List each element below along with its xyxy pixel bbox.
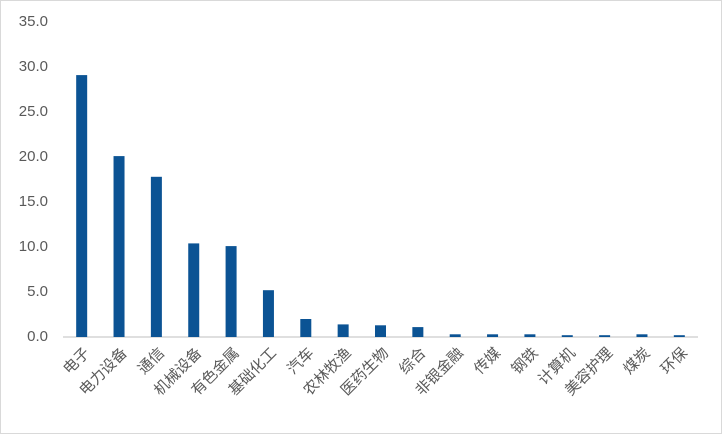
bar <box>337 324 349 337</box>
bar <box>300 319 312 337</box>
bar <box>150 176 162 337</box>
bar <box>225 246 237 337</box>
bar <box>449 334 461 337</box>
bar <box>113 156 125 337</box>
bar <box>524 334 536 337</box>
y-tick-label: 0.0 <box>27 328 48 345</box>
y-tick-label: 15.0 <box>19 193 48 210</box>
y-tick-label: 20.0 <box>19 148 48 165</box>
bar <box>599 335 611 337</box>
bar <box>636 334 648 337</box>
y-tick-label: 10.0 <box>19 238 48 255</box>
bar <box>412 327 424 337</box>
bar <box>673 335 685 337</box>
y-tick-label: 5.0 <box>27 283 48 300</box>
y-tick-label: 25.0 <box>19 103 48 120</box>
y-tick-label: 35.0 <box>19 13 48 30</box>
bar <box>375 325 386 337</box>
bar <box>561 335 573 337</box>
y-tick-label: 30.0 <box>19 58 48 75</box>
bar <box>262 290 274 337</box>
bar <box>188 243 200 337</box>
bar <box>76 75 88 337</box>
bar <box>487 334 499 337</box>
